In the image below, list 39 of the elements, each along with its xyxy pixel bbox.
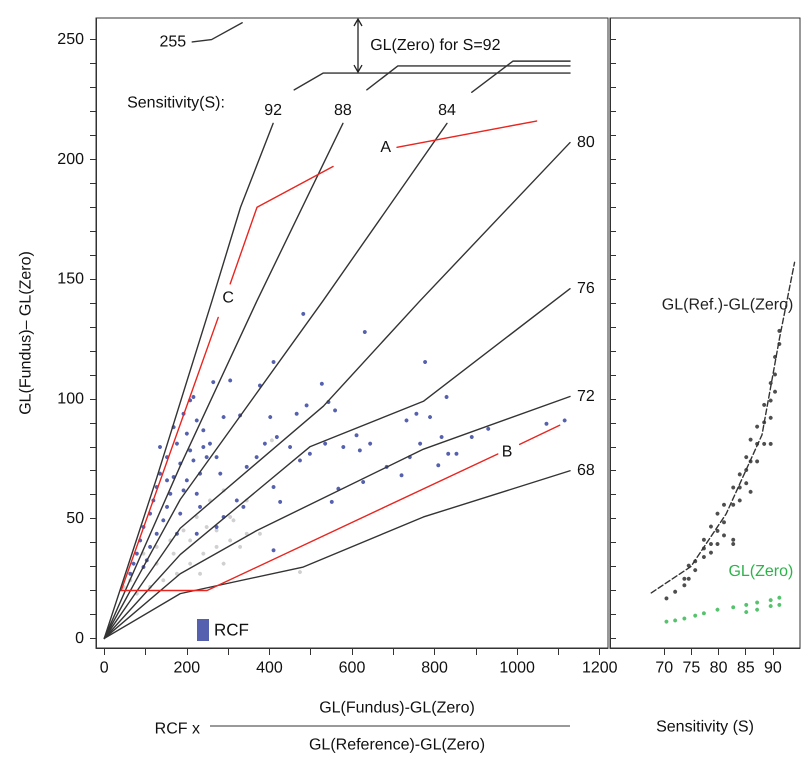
- annotation: 92: [264, 102, 282, 119]
- annotation: A: [380, 138, 392, 156]
- y-tick-label: 150: [57, 270, 84, 288]
- x-tick-label: 90: [764, 660, 782, 676]
- y-tick-label: 100: [57, 390, 84, 408]
- x-tick-label: 1200: [582, 660, 618, 676]
- x-tick-label: 85: [736, 660, 755, 676]
- x-tick-label: 1000: [499, 660, 536, 676]
- legend-label: RCF: [214, 620, 249, 640]
- y-tick-label: 250: [57, 31, 84, 48]
- annotation: 84: [438, 102, 456, 119]
- text: GL(Reference)-GL(Zero): [308, 736, 486, 754]
- x-tick-label: 600: [338, 660, 366, 676]
- text: GL(Fundus)-GL(Zero): [319, 700, 475, 716]
- x-tick-label: 800: [421, 660, 448, 676]
- annotation: B: [502, 443, 512, 460]
- annotation: GL(Zero) for S=92: [370, 37, 501, 54]
- y-tick-label: 50: [66, 510, 84, 528]
- annotation: 68: [577, 462, 595, 480]
- x-tick-label: 400: [256, 660, 283, 676]
- annotation: 72: [577, 388, 595, 405]
- y-axis-title: GL(Fundus)– GL(Zero): [18, 251, 34, 415]
- x-tick-label: 70: [655, 660, 674, 676]
- series-label: GL(Ref.)-GL(Zero): [662, 296, 794, 314]
- x-tick-label: 0: [100, 660, 109, 676]
- annotation: 76: [577, 280, 595, 298]
- annotation: Sensitivity(S):: [127, 94, 225, 112]
- y-tick-label: 0: [75, 630, 84, 647]
- annotation: 255: [160, 33, 186, 50]
- series-label: GL(Zero): [728, 563, 794, 580]
- x-tick-label: 75: [682, 660, 700, 676]
- y-tick-label: 200: [57, 150, 84, 168]
- annotation: 88: [334, 102, 352, 119]
- x-tick-label: 200: [173, 660, 200, 676]
- x-axis-title: RCF x: [154, 720, 200, 738]
- x-axis-title: Sensitivity (S): [656, 718, 754, 736]
- x-tick-label: 80: [710, 660, 728, 676]
- annotation: 80: [577, 134, 595, 152]
- annotation: C: [222, 289, 234, 306]
